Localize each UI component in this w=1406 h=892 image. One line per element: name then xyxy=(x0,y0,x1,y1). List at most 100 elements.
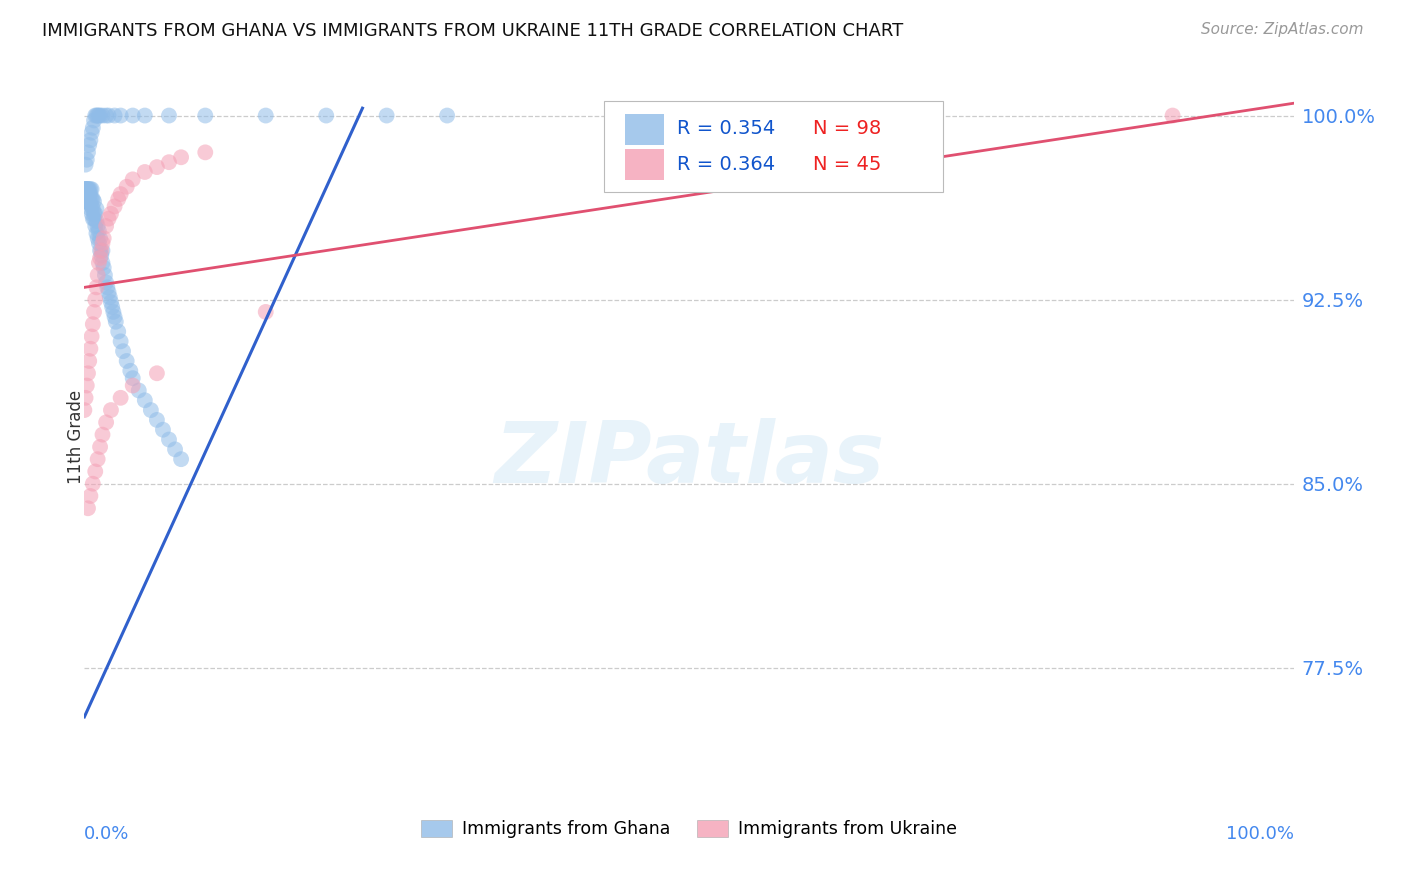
Point xyxy=(86,109,108,123)
Point xyxy=(90,244,112,258)
Point xyxy=(194,145,217,160)
Point xyxy=(254,109,277,123)
Point xyxy=(120,364,142,378)
Point xyxy=(83,211,105,226)
Point xyxy=(89,440,111,454)
Point xyxy=(83,113,105,128)
Point xyxy=(146,160,169,174)
Point xyxy=(79,182,101,196)
Point xyxy=(170,150,193,164)
Point xyxy=(75,194,97,209)
Point xyxy=(170,452,193,467)
Point xyxy=(76,194,98,209)
Point xyxy=(77,182,100,196)
Text: Source: ZipAtlas.com: Source: ZipAtlas.com xyxy=(1201,22,1364,37)
Point xyxy=(165,442,187,457)
Point xyxy=(110,187,132,202)
Point xyxy=(121,378,143,392)
Point xyxy=(89,109,111,123)
Point xyxy=(80,329,103,343)
Point xyxy=(121,109,143,123)
Point xyxy=(93,260,115,275)
FancyBboxPatch shape xyxy=(605,101,943,192)
Point xyxy=(77,145,100,160)
Point xyxy=(82,120,104,135)
Point xyxy=(77,182,100,196)
Point xyxy=(98,290,121,304)
Bar xyxy=(624,114,664,145)
Point xyxy=(89,251,111,265)
Point xyxy=(100,207,122,221)
Point xyxy=(101,300,124,314)
Point xyxy=(134,109,156,123)
Point xyxy=(110,391,132,405)
Point xyxy=(87,236,110,251)
Point xyxy=(75,182,97,196)
Point xyxy=(84,207,107,221)
Point xyxy=(80,199,103,213)
Point xyxy=(91,256,114,270)
Point xyxy=(436,109,458,123)
Point xyxy=(107,192,129,206)
Bar xyxy=(624,149,664,179)
Point xyxy=(79,489,101,503)
Text: IMMIGRANTS FROM GHANA VS IMMIGRANTS FROM UKRAINE 11TH GRADE CORRELATION CHART: IMMIGRANTS FROM GHANA VS IMMIGRANTS FROM… xyxy=(42,22,904,40)
Point xyxy=(97,109,120,123)
Point xyxy=(107,325,129,339)
Point xyxy=(104,109,127,123)
Text: N = 98: N = 98 xyxy=(814,119,882,138)
Point xyxy=(146,366,169,380)
Point xyxy=(823,109,845,123)
Point xyxy=(73,182,96,196)
Point xyxy=(103,305,125,319)
Point xyxy=(104,199,127,213)
Point xyxy=(87,224,110,238)
Text: R = 0.354: R = 0.354 xyxy=(676,119,775,138)
Point xyxy=(97,211,120,226)
Point xyxy=(315,109,337,123)
Point xyxy=(254,305,277,319)
Point xyxy=(86,202,108,216)
Text: ZIPatlas: ZIPatlas xyxy=(494,417,884,500)
Point xyxy=(86,214,108,228)
Point xyxy=(75,391,97,405)
Point xyxy=(77,182,100,196)
Point xyxy=(87,109,110,123)
Point xyxy=(75,158,97,172)
Point xyxy=(94,219,117,233)
Point xyxy=(90,248,112,262)
Point xyxy=(77,138,100,153)
Point xyxy=(86,231,108,245)
Point xyxy=(79,194,101,209)
Y-axis label: 11th Grade: 11th Grade xyxy=(67,390,84,484)
Point xyxy=(83,194,105,209)
Point xyxy=(77,187,100,202)
Point xyxy=(86,268,108,282)
Point xyxy=(75,194,97,209)
Point xyxy=(83,305,105,319)
Point xyxy=(115,354,138,368)
Point xyxy=(77,194,100,209)
Point xyxy=(139,403,162,417)
Point xyxy=(89,231,111,245)
Text: 100.0%: 100.0% xyxy=(1226,825,1294,843)
Point xyxy=(87,256,110,270)
Point xyxy=(128,384,150,398)
Point xyxy=(82,211,104,226)
Point xyxy=(91,109,114,123)
Point xyxy=(134,393,156,408)
Point xyxy=(73,182,96,196)
Point xyxy=(80,192,103,206)
Point xyxy=(84,465,107,479)
Point xyxy=(79,187,101,202)
Point xyxy=(76,182,98,196)
Point xyxy=(121,371,143,385)
Point xyxy=(77,501,100,516)
Point xyxy=(93,231,115,245)
Point xyxy=(104,315,127,329)
Point xyxy=(91,236,114,251)
Point xyxy=(79,342,101,356)
Point xyxy=(73,403,96,417)
Point xyxy=(79,133,101,147)
Point xyxy=(96,280,118,294)
